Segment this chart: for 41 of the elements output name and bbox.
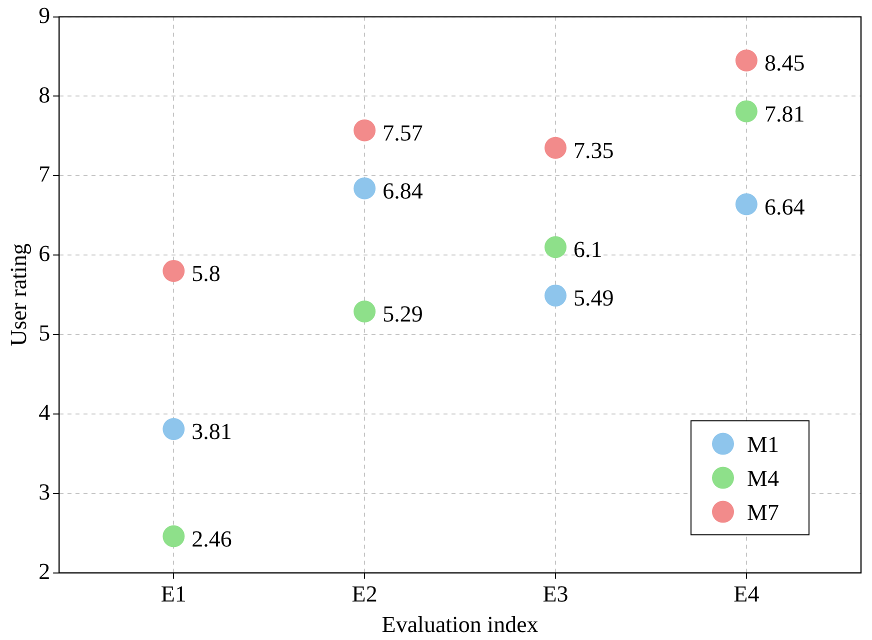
y-tick-label: 8 — [38, 82, 50, 108]
data-label: 5.49 — [574, 286, 614, 311]
point — [735, 100, 758, 122]
legend-label: M4 — [747, 466, 780, 491]
point — [544, 136, 567, 159]
data-label: 5.29 — [382, 302, 423, 327]
y-tick-label: 5 — [38, 320, 50, 346]
x-tick-label: E3 — [542, 582, 568, 607]
data-label: 7.35 — [574, 138, 614, 163]
point — [735, 49, 758, 72]
x-tick-label: E4 — [734, 582, 760, 607]
x-tick-label: E1 — [160, 582, 186, 607]
data-label: 2.46 — [192, 526, 232, 552]
x-axis-title: Evaluation index — [382, 612, 539, 638]
legend-label: M1 — [747, 432, 779, 457]
y-tick-label: 3 — [38, 479, 50, 504]
data-label: 6.84 — [382, 178, 424, 204]
point — [354, 177, 376, 200]
x-tick-label: E2 — [352, 582, 378, 607]
y-axis-title: User rating — [6, 242, 31, 346]
point — [354, 300, 376, 322]
data-label: 8.45 — [764, 50, 805, 76]
data-label: 7.57 — [382, 120, 423, 146]
point — [544, 284, 567, 307]
legend-label: M7 — [747, 500, 779, 525]
y-tick-label: 7 — [38, 162, 50, 187]
point — [162, 525, 185, 548]
data-label: 6.64 — [764, 194, 806, 220]
y-tick-label: 6 — [38, 241, 50, 266]
data-label: 5.8 — [192, 261, 220, 286]
data-label: 7.81 — [764, 101, 805, 126]
data-label: 3.81 — [192, 419, 232, 444]
data-label: 6.1 — [574, 237, 602, 262]
y-tick-label: 4 — [38, 400, 51, 425]
point — [735, 193, 758, 216]
point — [544, 236, 567, 258]
y-tick-label: 2 — [38, 558, 50, 584]
point — [162, 260, 185, 282]
point — [162, 418, 185, 440]
y-tick-label: 9 — [38, 2, 50, 28]
point — [354, 119, 376, 142]
